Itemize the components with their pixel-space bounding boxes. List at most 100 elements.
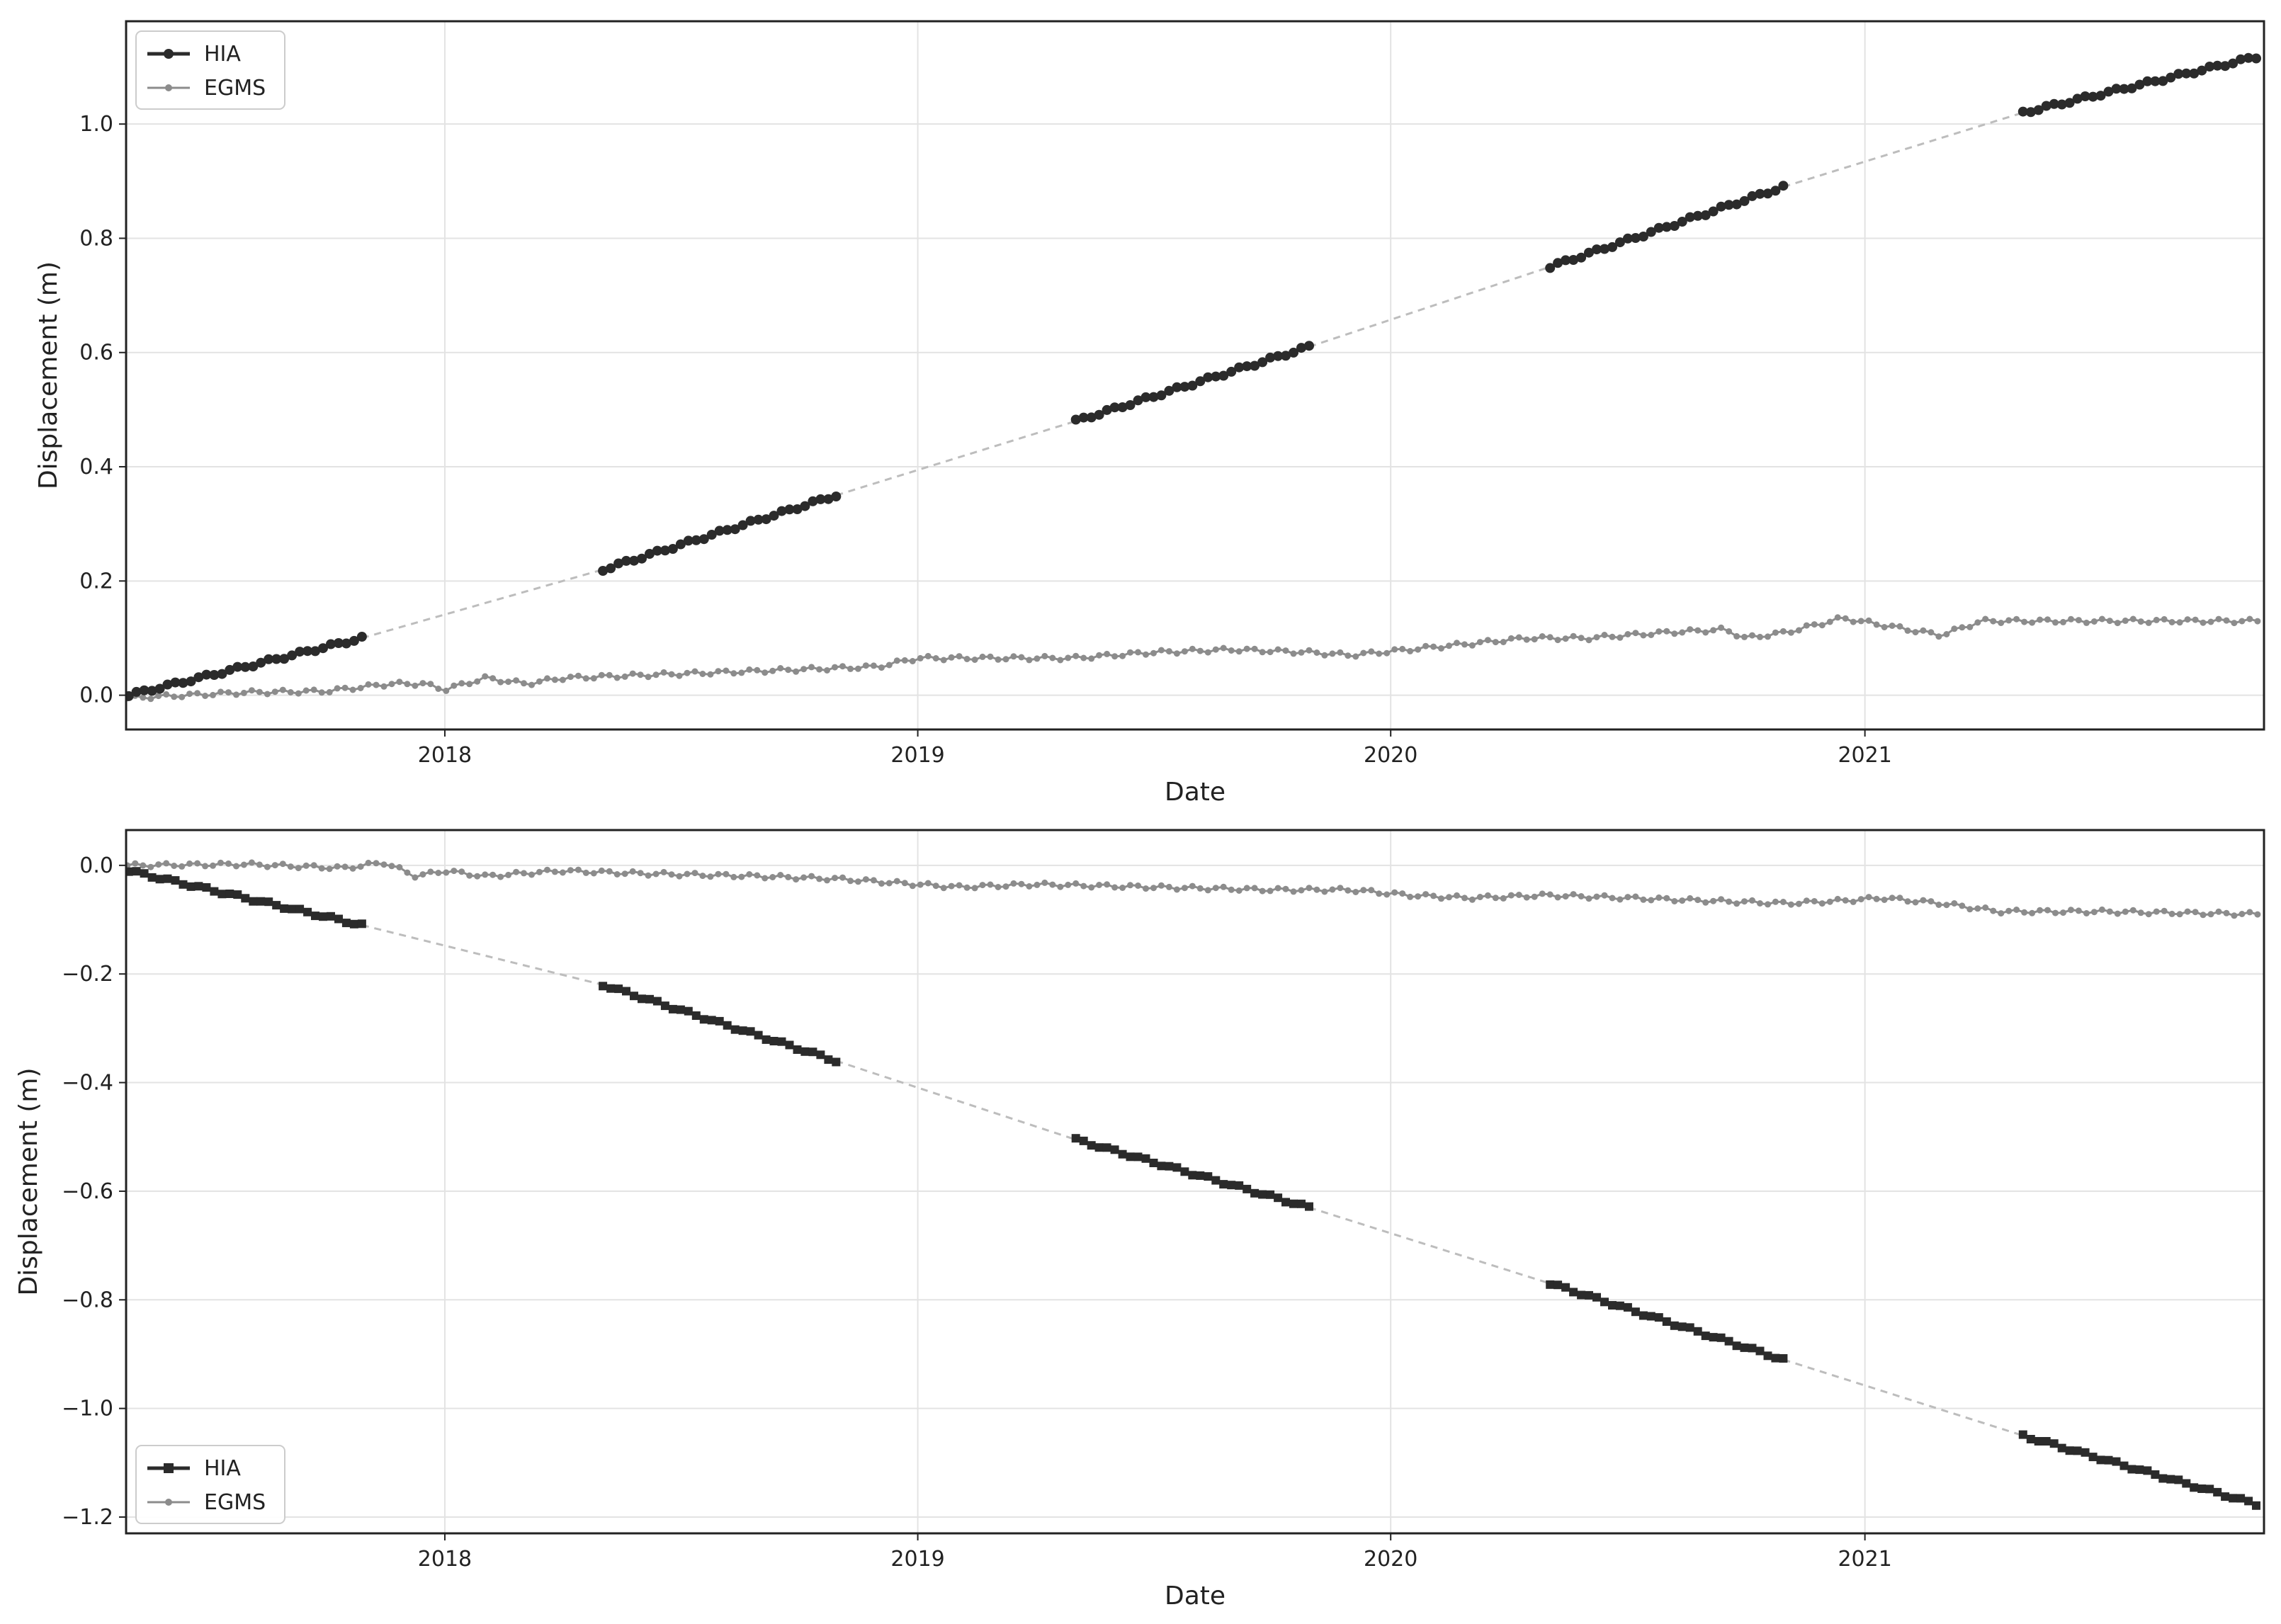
egms-point [419,680,426,687]
hia-point [271,654,282,664]
egms-point [388,681,395,688]
hia-point [2057,1443,2066,1453]
hia-point [217,669,227,679]
egms-point [769,667,776,674]
hia-point [1118,1149,1127,1159]
hia-point [1638,1311,1648,1320]
egms-point [1546,634,1553,641]
bottom-chart: 2018 2019 2020 2021 0.0 −0.2 −0.4 −0.6 −0.8 −1.0 −… [14,829,2265,1611]
egms-point [1196,647,1204,654]
egms-point [1710,627,1717,634]
egms-point [1492,639,1499,646]
egms-point [1702,629,1709,636]
hia-point [2017,106,2028,117]
egms-point [1624,631,1631,637]
egms-point [1415,646,1422,653]
egms-point [179,693,186,700]
y-tick-label: 0.6 [79,341,113,365]
hia-point [310,646,320,657]
egms-point [1578,893,1585,899]
legend-label: HIA [204,42,241,67]
hia-point [1257,357,1268,368]
hia-point [2049,1439,2059,1448]
hia-point [139,685,149,695]
egms-point [1080,654,1087,661]
egms-point [699,873,706,880]
egms-point [1726,898,1733,905]
egms-point [326,865,333,873]
egms-point [1617,896,1624,903]
egms-point [940,885,947,892]
egms-point [1842,897,1849,904]
egms-point [528,681,535,688]
hia-point [280,904,289,913]
egms-point [854,665,861,672]
egms-point [1290,888,1297,895]
egms-point [1065,881,1072,888]
egms-point [1966,623,1974,630]
hia-point [2220,61,2231,72]
hia-point [1126,1152,1135,1162]
egms-point [357,863,364,870]
hia-point [1133,395,1143,406]
axes-frame [125,20,2265,731]
egms-point [723,870,730,878]
hia-point [2081,1448,2090,1457]
egms-point [1454,892,1460,899]
egms-point [1554,637,1561,644]
egms-point [1826,618,1833,625]
egms-point [832,875,838,882]
hia-point [2189,68,2200,79]
hia-point [1708,206,1719,217]
egms-point [1834,895,1841,902]
hia-point [1709,1333,1718,1342]
egms-point [155,861,162,868]
egms-point [264,691,271,698]
hia-point [179,880,188,889]
egms-point [995,884,1002,890]
egms-point [1143,651,1149,658]
egms-point [715,870,722,878]
egms-point [186,860,193,867]
egms-point [660,868,667,875]
egms-point [1127,649,1133,656]
hia-point [334,638,344,648]
egms-point [785,873,792,880]
egms-point [1990,618,1997,625]
egms-point [1648,632,1655,638]
hia-point [201,669,212,680]
egms-point [699,671,706,677]
hia-point [1577,1290,1586,1300]
hia-point [2197,1484,2207,1493]
hia-point [163,874,172,883]
egms-point [1951,625,1958,632]
egms-point [1850,618,1857,625]
egms-point [1446,894,1452,901]
egms-point [334,685,341,692]
egms-point [1928,898,1935,905]
egms-point [808,873,815,880]
egms-point [528,871,535,878]
egms-point [451,868,458,875]
egms-point [1741,898,1748,905]
egms-point [1718,896,1725,903]
egms-point [1951,900,1958,907]
hia-point [1693,1327,1702,1336]
hia-point [2127,83,2137,93]
egms-point [1803,622,1810,629]
egms-point [474,873,481,880]
hia-point [676,1005,685,1014]
egms-point [2153,908,2160,915]
hia-point [1165,1162,1174,1171]
egms-point [854,878,861,885]
egms-point [847,665,854,672]
egms-point [559,869,566,876]
egms-point [738,669,745,676]
egms-point [621,870,628,878]
egms-point [474,678,481,685]
egms-point [287,689,294,695]
hia-point [233,890,242,899]
egms-point [590,675,597,682]
egms-point [707,873,714,880]
